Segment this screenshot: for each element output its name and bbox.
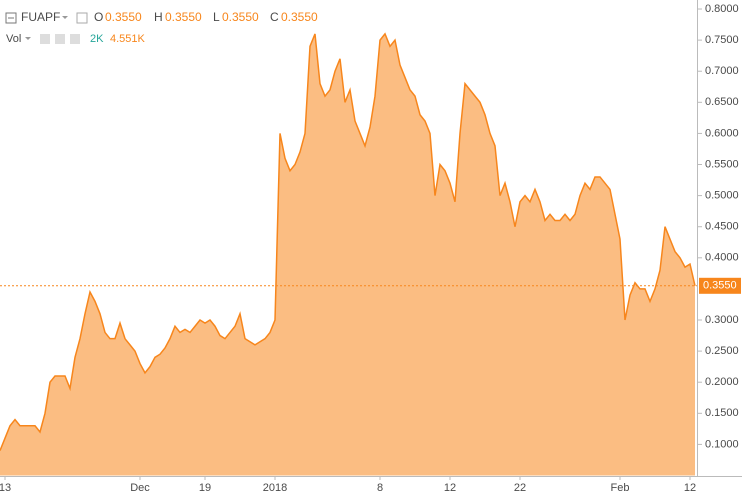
last-price-badge — [699, 277, 741, 294]
last-price-label: 0.3550 — [703, 280, 737, 292]
y-tick-label: 0.5500 — [705, 158, 739, 170]
y-tick-label: 0.2500 — [705, 345, 739, 357]
high-label: H — [154, 10, 163, 24]
y-tick-label: 0.2000 — [705, 376, 739, 388]
volume-label: Vol — [6, 33, 21, 45]
y-tick-label: 0.8000 — [705, 3, 739, 15]
y-tick-label: 0.1000 — [705, 438, 739, 450]
high-value: 0.3550 — [165, 10, 202, 24]
y-tick-label: 0.6000 — [705, 127, 739, 139]
plot-area — [0, 32, 696, 476]
y-tick-label: 0.4500 — [705, 221, 739, 233]
settings-icon[interactable] — [76, 12, 88, 24]
x-tick-label: 12 — [684, 482, 696, 494]
volume-dropdown[interactable] — [25, 37, 31, 40]
price-area — [0, 33, 695, 476]
open-label: O — [94, 10, 103, 24]
volume-remove[interactable] — [70, 34, 80, 44]
x-tick-label: 19 — [199, 482, 211, 494]
volume-settings[interactable] — [40, 34, 50, 44]
collapse-icon[interactable] — [5, 12, 17, 24]
y-tick-label: 0.1500 — [705, 407, 739, 419]
symbol: FUAPF — [21, 10, 60, 24]
y-tick-label: 0.3000 — [705, 314, 739, 326]
low-value: 0.3550 — [222, 10, 259, 24]
x-tick-label: 12 — [444, 482, 456, 494]
low-label: L — [213, 10, 220, 24]
volume-value-a: 2K — [90, 33, 104, 45]
price-line — [0, 32, 696, 451]
x-tick-label: 13 — [0, 482, 11, 494]
x-tick-label: 22 — [514, 482, 526, 494]
y-tick-label: 0.4000 — [705, 252, 739, 264]
volume-value-b: 4.551K — [110, 33, 146, 45]
dropdown-icon[interactable] — [62, 16, 68, 19]
volume-hide[interactable] — [55, 34, 65, 44]
x-tick-label: Feb — [611, 482, 630, 494]
y-tick-label: 0.5000 — [705, 190, 739, 202]
y-tick-label: 0.6500 — [705, 96, 739, 108]
x-tick-label: Dec — [130, 482, 150, 494]
legend: FUAPF O 0.3550 H 0.3550 L 0.3550 C 0.355… — [5, 10, 318, 45]
close-value: 0.3550 — [281, 10, 318, 24]
y-tick-label: 0.7500 — [705, 34, 739, 46]
open-value: 0.3550 — [105, 10, 142, 24]
y-tick-label: 0.7000 — [705, 65, 739, 77]
x-tick-label: 8 — [377, 482, 383, 494]
close-label: C — [270, 10, 279, 24]
x-tick-label: 2018 — [263, 482, 287, 494]
